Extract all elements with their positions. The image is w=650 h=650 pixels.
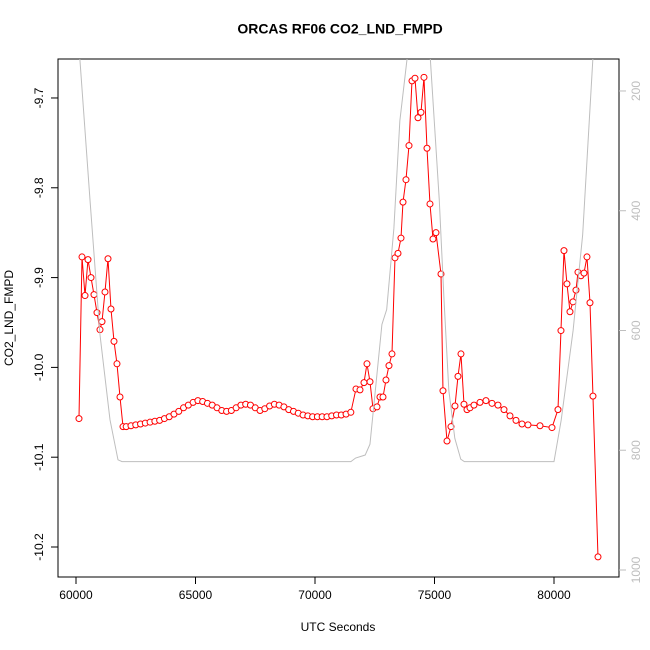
- data-point: [93, 309, 101, 317]
- x-tick-label: 65000: [179, 588, 213, 602]
- data-point: [476, 398, 484, 406]
- data-point: [373, 403, 381, 411]
- y-tick-label: -10.0: [32, 353, 46, 381]
- data-point: [382, 376, 390, 384]
- data-point: [488, 399, 496, 407]
- y-tick-label: -10.1: [32, 443, 46, 471]
- data-point: [566, 308, 574, 316]
- series-line: [78, 77, 599, 557]
- data-point: [457, 350, 465, 358]
- y-tick-label: -9.7: [32, 87, 46, 108]
- data-point: [569, 298, 577, 306]
- data-point: [417, 108, 425, 116]
- data-point: [512, 416, 520, 424]
- data-point: [90, 291, 98, 299]
- data-point: [101, 288, 109, 296]
- y-tick-label: -9.8: [32, 177, 46, 198]
- data-point: [506, 412, 514, 420]
- y2-tick-label: 1000: [629, 556, 643, 583]
- data-point: [405, 142, 413, 150]
- data-point: [443, 437, 451, 445]
- data-point: [524, 421, 532, 429]
- data-point: [388, 350, 396, 358]
- data-point: [175, 407, 183, 415]
- data-point: [518, 420, 526, 428]
- data-point: [554, 406, 562, 414]
- data-point: [356, 386, 364, 394]
- y2-tick-label: 800: [629, 440, 643, 460]
- data-point: [557, 327, 565, 335]
- data-point: [360, 379, 368, 387]
- data-point: [397, 234, 405, 242]
- data-point: [439, 387, 447, 395]
- x-tick-label: 75000: [418, 588, 452, 602]
- data-point: [594, 553, 602, 561]
- y2-tick-label: 200: [629, 81, 643, 101]
- data-point: [98, 318, 106, 326]
- y-axis-label: CO2_LND_FMPD: [2, 270, 16, 366]
- data-point: [402, 176, 410, 184]
- data-point: [110, 337, 118, 345]
- data-point: [423, 144, 431, 152]
- data-point: [583, 253, 591, 261]
- data-point: [104, 255, 112, 263]
- series-line: [79, 59, 594, 463]
- data-point: [81, 292, 89, 300]
- data-point: [411, 74, 419, 82]
- x-tick-label: 70000: [298, 588, 332, 602]
- data-point: [470, 401, 478, 409]
- data-point: [429, 235, 437, 243]
- data-point: [379, 393, 387, 401]
- data-point: [107, 305, 115, 313]
- x-tick-label: 60000: [59, 588, 93, 602]
- data-point: [494, 401, 502, 409]
- data-point: [548, 424, 556, 432]
- data-point: [363, 360, 371, 368]
- x-axis-label: UTC Seconds: [301, 620, 376, 634]
- y-tick-label: -10.2: [32, 533, 46, 561]
- data-point: [589, 392, 597, 400]
- data-point: [580, 269, 588, 277]
- data-point: [87, 274, 95, 282]
- data-point: [447, 423, 455, 431]
- data-point: [500, 406, 508, 414]
- data-point: [113, 360, 121, 368]
- data-point: [75, 415, 83, 423]
- data-point: [385, 362, 393, 370]
- data-point: [414, 114, 422, 122]
- data-point: [366, 378, 374, 386]
- y2-tick-label: 600: [629, 320, 643, 340]
- plot-frame: [57, 58, 620, 578]
- data-point: [432, 229, 440, 237]
- data-point: [78, 253, 86, 261]
- data-point: [563, 280, 571, 288]
- data-point: [572, 286, 580, 294]
- data-point: [451, 402, 459, 410]
- data-point: [460, 400, 468, 408]
- data-point: [536, 422, 544, 430]
- data-point: [586, 299, 594, 307]
- data-point: [399, 198, 407, 206]
- data-point: [426, 200, 434, 208]
- y2-tick-label: 400: [629, 200, 643, 220]
- data-point: [454, 372, 462, 380]
- data-point: [560, 247, 568, 255]
- x-tick-label: 80000: [537, 588, 571, 602]
- data-point: [420, 73, 428, 81]
- data-point: [84, 256, 92, 264]
- data-point: [116, 393, 124, 401]
- y-tick-label: -9.9: [32, 267, 46, 288]
- data-point: [394, 249, 402, 257]
- data-point: [482, 397, 490, 405]
- data-point: [347, 408, 355, 416]
- chart-title: ORCAS RF06 CO2_LND_FMPD: [237, 21, 442, 37]
